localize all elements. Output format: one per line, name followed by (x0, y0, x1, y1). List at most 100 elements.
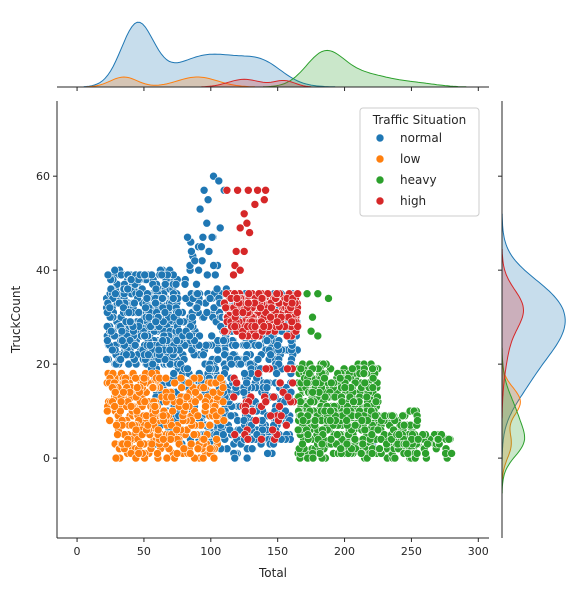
scatter-point (257, 434, 266, 444)
scatter-point (153, 425, 163, 435)
scatter-point (192, 303, 202, 313)
scatter-point (296, 397, 305, 407)
scatter-point (253, 369, 263, 378)
scatter-point (244, 289, 254, 299)
scatter-point (103, 336, 112, 345)
x-tick-label: 200 (334, 545, 355, 558)
scatter-point (368, 364, 377, 374)
scatter-point (259, 195, 269, 204)
scatter-point (123, 284, 132, 294)
scatter-point (230, 430, 239, 439)
scatter-point (220, 326, 229, 336)
scatter-point (302, 378, 312, 388)
top-kde-fill-high (201, 79, 312, 87)
scatter-point (320, 373, 329, 383)
scatter-point (116, 406, 125, 416)
scatter-point (132, 406, 142, 416)
scatter-point (403, 449, 413, 458)
scatter-point (326, 406, 335, 416)
scatter-point (413, 434, 423, 444)
scatter-point (141, 303, 150, 313)
scatter-point (368, 373, 378, 383)
scatter-point (111, 453, 121, 463)
scatter-point (423, 439, 432, 449)
scatter-point (236, 359, 245, 369)
scatter-point (222, 186, 232, 195)
scatter-point (211, 270, 220, 280)
scatter-point (188, 312, 197, 322)
scatter-point (276, 411, 286, 421)
scatter-point (221, 303, 230, 313)
scatter-point (266, 312, 275, 322)
scatter-point (159, 434, 168, 444)
scatter-point (371, 397, 381, 407)
scatter-point (272, 317, 282, 327)
scatter-point (282, 331, 292, 341)
scatter-point (235, 265, 245, 275)
scatter-point (229, 270, 238, 280)
scatter-point (293, 322, 303, 331)
scatter-point (266, 350, 275, 360)
scatter-point (367, 430, 377, 439)
scatter-point (204, 247, 214, 256)
scatter-point (238, 308, 248, 317)
scatter-point (147, 439, 157, 449)
scatter-point (150, 402, 160, 411)
scatter-point (233, 186, 242, 195)
scatter-point (293, 425, 303, 435)
scatter-point (232, 294, 242, 303)
scatter-point (325, 416, 335, 425)
scatter-point (140, 397, 150, 407)
scatter-point (139, 373, 149, 383)
scatter-point (376, 434, 386, 444)
scatter-point (367, 449, 377, 458)
scatter-point (239, 387, 249, 397)
scatter-point (135, 289, 144, 299)
scatter-point (356, 449, 366, 458)
scatter-point (197, 242, 206, 251)
scatter-point (106, 326, 116, 336)
scatter-point (360, 378, 370, 388)
scatter-point (199, 350, 208, 360)
legend-item-high: high (375, 194, 426, 208)
scatter-point (140, 270, 149, 280)
scatter-point (258, 425, 267, 435)
scatter-point (242, 453, 252, 463)
scatter-point (220, 350, 229, 360)
scatter-point (169, 369, 178, 378)
legend-label: normal (400, 131, 442, 145)
legend-marker (375, 196, 385, 206)
scatter-point (263, 449, 272, 458)
scatter-point (241, 406, 250, 416)
scatter-point (209, 261, 218, 270)
scatter-point (148, 383, 158, 392)
scatter-point (201, 340, 211, 350)
scatter-point (293, 289, 303, 299)
scatter-point (308, 453, 318, 463)
scatter-point (267, 303, 276, 313)
scatter-point (202, 308, 212, 317)
scatter-point (283, 364, 292, 374)
right-kde-fill-heavy (502, 347, 525, 494)
scatter-point (248, 406, 257, 416)
scatter-point (187, 247, 196, 256)
scatter-point (229, 392, 238, 402)
scatter-point (193, 289, 202, 299)
scatter-point (226, 411, 236, 421)
scatter-point (189, 430, 199, 439)
legend-items: normal low heavy high (375, 131, 442, 208)
scatter-point (168, 406, 177, 416)
scatter-point (342, 439, 352, 449)
scatter-point (123, 439, 132, 449)
scatter-point (219, 430, 228, 439)
scatter-point (231, 247, 241, 256)
scatter-point (124, 308, 134, 317)
scatter-point (102, 355, 111, 364)
top-kde-line-low (86, 76, 255, 88)
scatter-point (198, 233, 208, 242)
scatter-point (433, 434, 443, 444)
scatter-point (412, 449, 422, 458)
y-tick-label: 20 (36, 358, 50, 371)
scatter-point (116, 397, 126, 407)
y-tick-label: 40 (36, 264, 50, 277)
